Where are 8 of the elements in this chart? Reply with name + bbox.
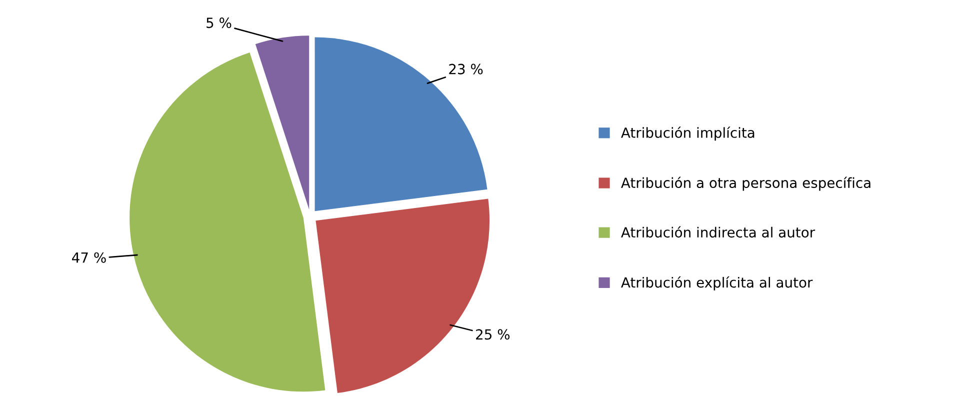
data-label: 25 % bbox=[476, 329, 510, 340]
data-label: 47 % bbox=[72, 252, 106, 263]
legend-label: Atribución indirecta al autor bbox=[621, 226, 816, 238]
data-label: 5 % bbox=[206, 18, 232, 28]
data-label: 23 % bbox=[449, 64, 483, 74]
legend-label: Atribución explícita al autor bbox=[621, 276, 813, 290]
legend-label: Atribución a otra persona específica bbox=[621, 176, 870, 191]
legend-label: Atribución implícita bbox=[621, 126, 754, 141]
